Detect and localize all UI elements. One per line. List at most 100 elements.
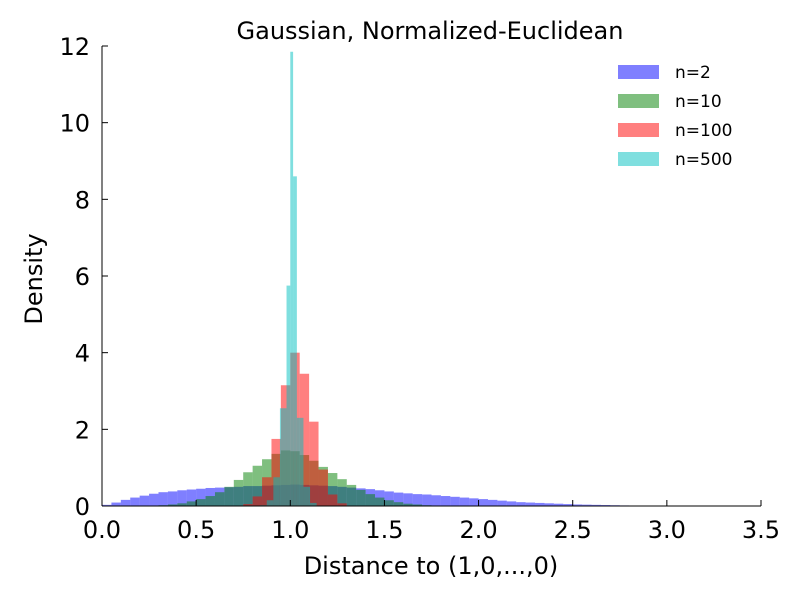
- histogram-bar: [384, 491, 394, 506]
- histogram-bar: [582, 504, 592, 506]
- legend-label: n=500: [675, 150, 732, 170]
- histogram-bar: [327, 473, 338, 506]
- x-tick-label: 3.0: [648, 516, 686, 544]
- axes: [101, 46, 761, 507]
- histogram-bar: [167, 491, 178, 506]
- histogram-bar: [403, 493, 413, 506]
- histogram-bar: [279, 408, 287, 506]
- x-axis-label: Distance to (1,0,...,0): [304, 552, 559, 580]
- histogram-bar: [243, 504, 253, 506]
- histogram-bar: [214, 492, 225, 506]
- y-axis-label: Density: [20, 233, 48, 324]
- histogram-bar: [440, 496, 451, 506]
- histogram-bar: [337, 479, 347, 506]
- legend: n=2 n=10 n=100 n=500: [618, 63, 732, 170]
- histogram-bar: [337, 503, 347, 506]
- histogram-bar: [271, 438, 281, 506]
- histogram-bar: [120, 499, 131, 506]
- x-tick-label: 2.5: [554, 516, 592, 544]
- histogram-bar: [365, 494, 376, 506]
- histogram-bar: [553, 503, 564, 506]
- y-tick-label: 0: [75, 493, 90, 521]
- legend-swatch: [618, 152, 659, 166]
- histogram-bar: [196, 499, 206, 506]
- x-tick-label: 2.0: [459, 516, 497, 544]
- histogram-bar: [149, 493, 159, 506]
- histogram-bar: [356, 489, 366, 506]
- series-n-500: [260, 51, 324, 507]
- legend-swatch: [618, 65, 659, 79]
- histogram-bar: [525, 502, 536, 506]
- x-tick-label: 0.0: [83, 516, 121, 544]
- histogram-bar: [327, 494, 338, 506]
- histogram-bar: [309, 421, 319, 506]
- histogram-bar: [293, 176, 297, 507]
- histogram-bar: [375, 497, 385, 506]
- legend-swatch: [618, 94, 659, 108]
- histogram-bar: [393, 502, 404, 506]
- histogram-bar: [487, 499, 498, 506]
- histogram-bar: [412, 494, 423, 506]
- histogram-bar: [469, 498, 479, 506]
- histogram-bar: [290, 51, 294, 506]
- histogram-bar: [130, 497, 140, 506]
- histogram-bar: [459, 497, 470, 506]
- histogram-bar: [177, 503, 187, 506]
- y-tick-label: 10: [59, 110, 90, 138]
- histogram-bars: [102, 51, 743, 507]
- histogram-bar: [286, 285, 291, 506]
- histogram-bar: [310, 502, 317, 506]
- histogram-bar: [478, 499, 488, 506]
- histogram-bar: [299, 373, 310, 506]
- histogram-bar: [318, 469, 328, 506]
- y-tick-label: 2: [75, 416, 90, 444]
- histogram-bar: [262, 477, 272, 506]
- histogram-bar: [393, 492, 404, 506]
- histogram-bar: [422, 494, 432, 506]
- histogram-bar: [563, 504, 573, 506]
- x-tick-label: 0.5: [177, 516, 215, 544]
- chart-title: Gaussian, Normalized-Euclidean: [237, 17, 624, 45]
- histogram-bar: [591, 504, 601, 506]
- histogram-bar: [186, 489, 197, 506]
- histogram-bar: [111, 502, 121, 506]
- x-tick-label: 3.5: [742, 516, 780, 544]
- y-ticks: 0 2 4 6 8 10 12: [59, 33, 108, 521]
- y-tick-label: 4: [75, 340, 90, 368]
- histogram-bar: [252, 465, 263, 506]
- histogram-bar: [303, 486, 311, 506]
- histogram-bar: [412, 504, 423, 506]
- histogram-bar: [139, 495, 150, 506]
- histogram-bar: [450, 496, 460, 506]
- histogram-bar: [243, 472, 253, 506]
- x-tick-label: 1.5: [365, 516, 403, 544]
- y-tick-label: 8: [75, 186, 90, 214]
- histogram-bar: [224, 486, 234, 506]
- histogram-bar: [296, 417, 304, 506]
- legend-label: n=10: [675, 92, 722, 112]
- histogram-bar: [252, 496, 263, 506]
- legend-label: n=2: [675, 63, 711, 83]
- histogram-bar: [266, 500, 274, 506]
- histogram-bar: [544, 503, 554, 506]
- histogram-bar: [516, 502, 526, 506]
- histogram-bar: [431, 495, 441, 506]
- histogram-bar: [497, 500, 507, 506]
- legend-label: n=100: [675, 121, 732, 141]
- histogram-bar: [233, 479, 244, 506]
- histogram-bar: [186, 501, 197, 506]
- histogram-bar: [384, 500, 394, 506]
- histogram-bar: [572, 504, 583, 506]
- x-ticks: 0.0 0.5 1.0 1.5 2.0 2.5 3.0 3.5: [83, 500, 780, 544]
- histogram-bar: [102, 504, 112, 506]
- x-tick-label: 1.0: [271, 516, 309, 544]
- histogram-bar: [346, 484, 357, 506]
- histogram-bar: [403, 503, 413, 506]
- y-tick-label: 6: [75, 263, 90, 291]
- y-tick-label: 12: [59, 33, 90, 61]
- histogram-bar: [196, 488, 206, 506]
- histogram-bar: [158, 492, 168, 506]
- histogram-bar: [205, 496, 215, 506]
- histogram-bar: [535, 502, 545, 506]
